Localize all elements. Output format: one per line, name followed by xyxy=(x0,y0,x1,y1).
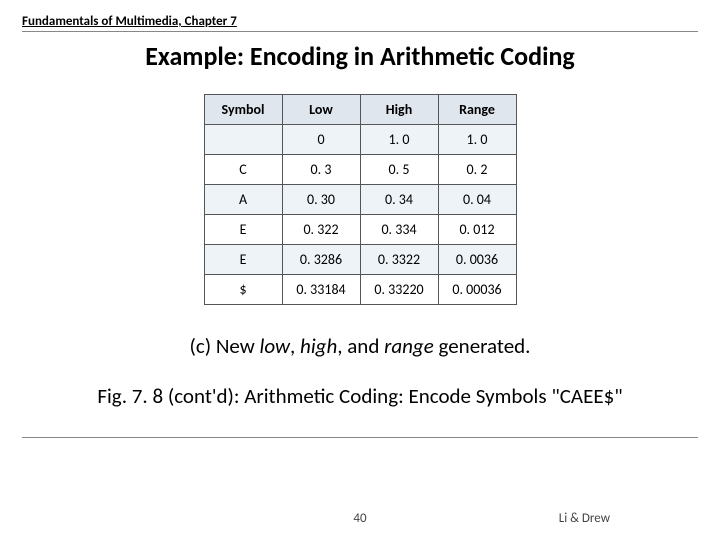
caption-italic-range: range xyxy=(384,333,434,359)
col-low: Low xyxy=(282,95,360,125)
caption-italic-high: high xyxy=(300,333,337,359)
caption-text: , and xyxy=(337,333,384,359)
cell-range: 0. 0036 xyxy=(438,245,516,275)
caption-text: (c) New xyxy=(189,333,259,359)
encoding-table: Symbol Low High Range 0 1. 0 1. 0 C 0. 3… xyxy=(204,94,517,305)
cell-low: 0. 322 xyxy=(282,215,360,245)
col-high: High xyxy=(360,95,438,125)
cell-range: 0. 012 xyxy=(438,215,516,245)
cell-low: 0 xyxy=(282,125,360,155)
cell-high: 0. 334 xyxy=(360,215,438,245)
caption-text: generated. xyxy=(434,333,531,359)
table-row: A 0. 30 0. 34 0. 04 xyxy=(204,185,516,215)
caption-text: , xyxy=(290,333,300,359)
cell-symbol: E xyxy=(204,245,282,275)
table-row: E 0. 322 0. 334 0. 012 xyxy=(204,215,516,245)
col-range: Range xyxy=(438,95,516,125)
caption-c: (c) New low, high, and range generated. xyxy=(22,333,698,359)
cell-range: 0. 00036 xyxy=(438,275,516,305)
figure-caption: Fig. 7. 8 (cont'd): Arithmetic Coding: E… xyxy=(34,383,686,409)
cell-high: 0. 34 xyxy=(360,185,438,215)
divider-top xyxy=(22,31,698,32)
table-row: $ 0. 33184 0. 33220 0. 00036 xyxy=(204,275,516,305)
cell-symbol: E xyxy=(204,215,282,245)
table-row: C 0. 3 0. 5 0. 2 xyxy=(204,155,516,185)
footer: 40 Li & Drew xyxy=(0,511,720,526)
cell-range: 0. 04 xyxy=(438,185,516,215)
cell-range: 1. 0 xyxy=(438,125,516,155)
cell-symbol: C xyxy=(204,155,282,185)
cell-high: 1. 0 xyxy=(360,125,438,155)
cell-low: 0. 3286 xyxy=(282,245,360,275)
cell-range: 0. 2 xyxy=(438,155,516,185)
col-symbol: Symbol xyxy=(204,95,282,125)
authors: Li & Drew xyxy=(559,511,610,526)
cell-high: 0. 3322 xyxy=(360,245,438,275)
divider-bottom xyxy=(22,437,698,438)
slide-title: Example: Encoding in Arithmetic Coding xyxy=(22,40,698,72)
chapter-label: Fundamentals of Multimedia, Chapter 7 xyxy=(22,14,698,29)
cell-symbol: $ xyxy=(204,275,282,305)
table-row: E 0. 3286 0. 3322 0. 0036 xyxy=(204,245,516,275)
cell-low: 0. 3 xyxy=(282,155,360,185)
cell-symbol: A xyxy=(204,185,282,215)
cell-high: 0. 33220 xyxy=(360,275,438,305)
page-number: 40 xyxy=(353,511,366,526)
cell-low: 0. 33184 xyxy=(282,275,360,305)
cell-high: 0. 5 xyxy=(360,155,438,185)
caption-italic-low: low xyxy=(260,333,291,359)
cell-low: 0. 30 xyxy=(282,185,360,215)
table-row: 0 1. 0 1. 0 xyxy=(204,125,516,155)
cell-symbol xyxy=(204,125,282,155)
